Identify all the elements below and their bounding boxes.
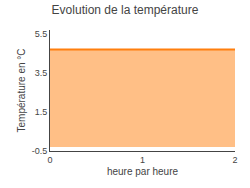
svg-text:heure par heure: heure par heure: [107, 166, 179, 177]
svg-text:1: 1: [140, 155, 145, 165]
svg-text:1.5: 1.5: [35, 107, 48, 117]
svg-text:3.5: 3.5: [35, 68, 48, 78]
svg-text:5.5: 5.5: [35, 29, 48, 39]
svg-text:Température en °C: Température en °C: [16, 48, 27, 132]
svg-text:Evolution de la température: Evolution de la température: [52, 3, 199, 17]
svg-text:0: 0: [47, 155, 52, 165]
svg-text:-0.5: -0.5: [32, 146, 48, 156]
svg-text:2: 2: [232, 155, 237, 165]
